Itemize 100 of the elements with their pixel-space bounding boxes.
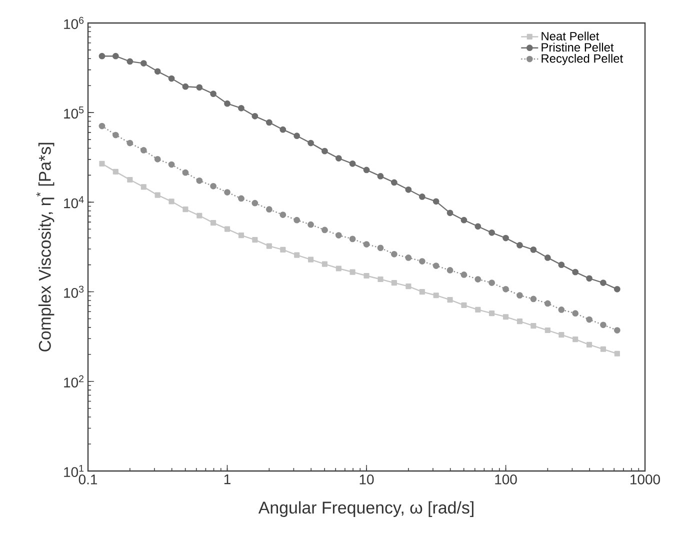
point <box>98 52 106 60</box>
point <box>572 310 579 317</box>
point <box>335 155 342 162</box>
point <box>294 132 300 140</box>
point <box>475 306 481 312</box>
point <box>363 241 370 248</box>
point <box>140 147 147 154</box>
legend-label: Recycled Pellet <box>542 54 624 66</box>
point <box>308 140 314 146</box>
point <box>322 261 328 267</box>
point <box>238 232 244 238</box>
legend-label: Pristine Pellet <box>542 42 614 52</box>
point <box>168 75 175 82</box>
point <box>614 327 620 334</box>
point <box>154 68 161 75</box>
point <box>516 242 523 248</box>
point <box>405 186 412 193</box>
point <box>377 244 384 252</box>
point <box>432 198 440 205</box>
point <box>112 52 119 60</box>
point <box>419 288 425 295</box>
point <box>502 314 509 320</box>
point <box>182 169 189 176</box>
y-tick-label: 10$^{4}$ <box>64 196 84 208</box>
point <box>488 280 495 286</box>
y-tick-label: 10$^{6}$ <box>64 16 84 30</box>
point <box>210 220 216 226</box>
point <box>168 161 175 168</box>
point <box>126 140 134 146</box>
point <box>196 177 203 184</box>
point <box>391 280 397 286</box>
point <box>572 268 579 276</box>
point <box>530 246 537 253</box>
x-tick-label: 0.1 <box>78 474 98 484</box>
point <box>558 332 564 338</box>
y-axis-title: Complex Viscosity, η$^{*}$ [Pa*s] <box>36 142 54 352</box>
point <box>363 166 370 174</box>
point <box>154 192 160 198</box>
point <box>614 350 620 356</box>
point <box>516 318 523 324</box>
point <box>196 212 202 218</box>
point <box>99 160 105 166</box>
point <box>336 266 342 272</box>
point <box>530 296 537 302</box>
point <box>210 182 216 190</box>
point <box>98 122 106 130</box>
point <box>294 252 300 258</box>
point <box>252 112 258 120</box>
x-tick-label: 100 <box>495 474 517 484</box>
point <box>544 254 551 261</box>
point <box>558 306 565 313</box>
point <box>224 100 230 107</box>
point <box>168 198 174 204</box>
point <box>614 286 620 292</box>
point <box>461 302 467 308</box>
point <box>266 119 272 126</box>
point <box>586 316 592 323</box>
point <box>350 269 356 275</box>
point <box>224 226 230 232</box>
point <box>349 236 356 242</box>
point <box>182 206 188 212</box>
point <box>390 179 398 186</box>
point <box>280 212 286 218</box>
point <box>390 250 398 258</box>
point <box>294 216 300 224</box>
point <box>196 84 203 91</box>
point <box>418 194 426 200</box>
x-axis-title: Angular Frequency, ω [rad/s] <box>258 501 474 517</box>
point <box>446 267 454 274</box>
point <box>224 189 230 196</box>
point <box>322 148 328 154</box>
point <box>112 168 118 174</box>
point <box>474 223 482 230</box>
point <box>349 160 356 167</box>
point <box>544 300 551 307</box>
point <box>127 176 133 183</box>
point <box>252 237 258 243</box>
legend-label: Neat Pellet <box>542 32 600 40</box>
x-tick-label: 10 <box>360 474 374 484</box>
point <box>266 206 272 213</box>
point <box>600 346 606 352</box>
point <box>140 60 147 66</box>
point <box>377 173 384 180</box>
point <box>586 275 592 282</box>
point <box>600 280 606 286</box>
point <box>252 200 258 206</box>
point <box>586 342 592 348</box>
point <box>266 243 272 249</box>
point <box>433 292 439 298</box>
point <box>572 336 578 342</box>
point <box>502 286 509 292</box>
point <box>460 216 468 224</box>
point <box>238 104 244 112</box>
point <box>308 256 314 262</box>
x-tick-label: 1000 <box>630 474 660 484</box>
point <box>182 83 189 90</box>
point <box>474 276 482 282</box>
point <box>335 232 342 238</box>
point <box>530 323 536 329</box>
point <box>447 297 453 303</box>
